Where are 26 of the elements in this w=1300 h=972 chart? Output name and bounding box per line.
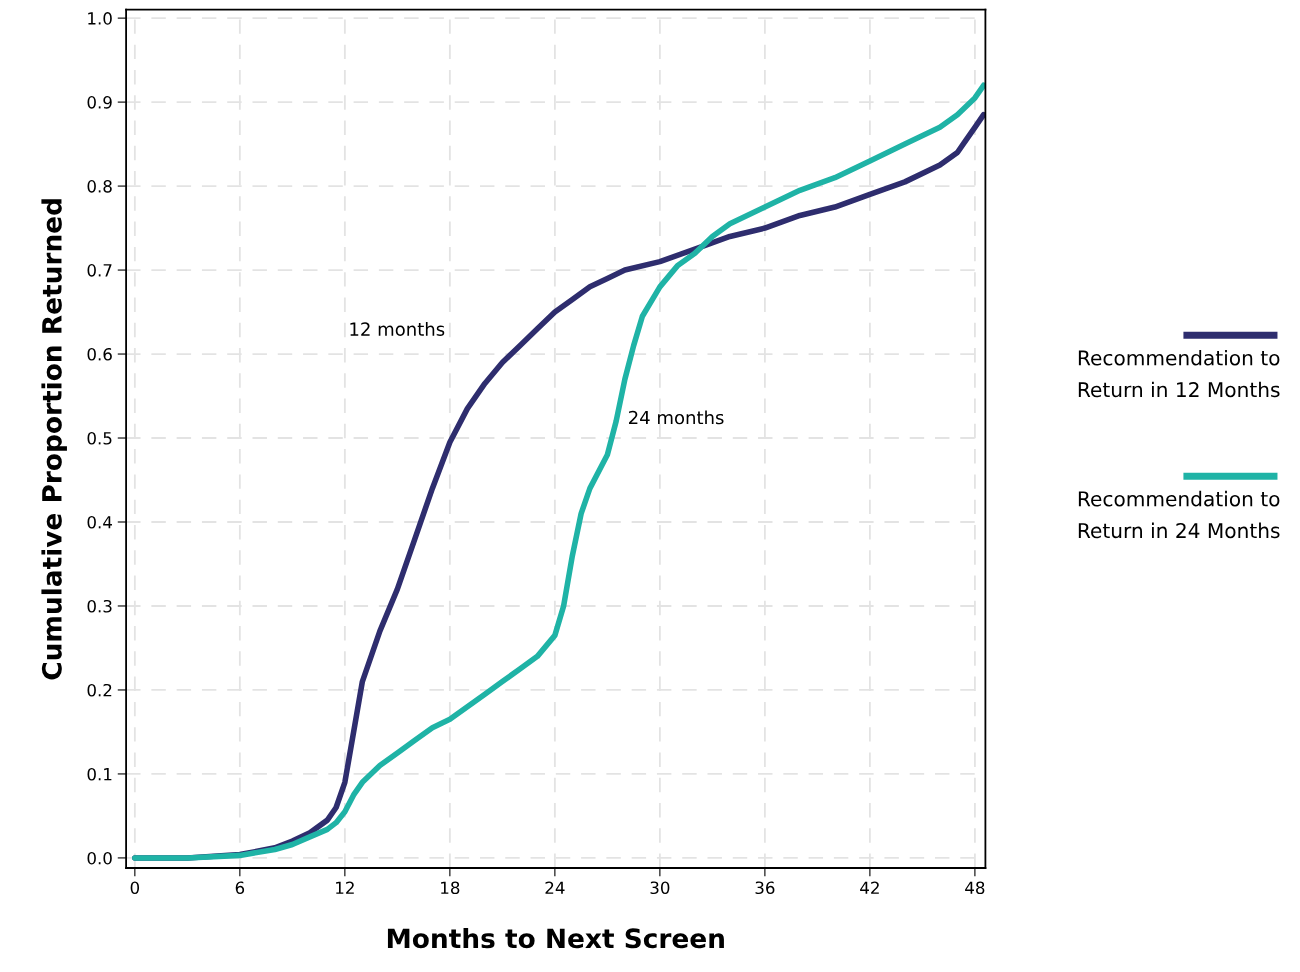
x-tick-label: 30	[650, 881, 670, 895]
annotation: 24 months	[629, 410, 724, 425]
y-tick-label: 0.4	[87, 515, 112, 529]
x-tick-label: 12	[336, 881, 354, 894]
x-tick-label: 6	[235, 881, 245, 895]
y-tick-label: 0.5	[87, 431, 112, 445]
y-tick-label: 0.1	[87, 767, 112, 781]
x-tick-label: 18	[441, 881, 460, 895]
x-tick-label: 48	[965, 881, 985, 895]
x-tick-label: 0	[130, 881, 140, 895]
annotation: 12 months	[350, 321, 445, 336]
y-axis-title: Cumulative Proportion Returned	[41, 199, 67, 680]
x-tick-label: 24	[545, 881, 565, 894]
y-tick-label: 1.0	[88, 12, 112, 25]
y-tick-label: 0.2	[87, 683, 112, 697]
y-tick-label: 0.8	[87, 180, 112, 193]
y-tick-label: 0.3	[87, 599, 112, 613]
y-tick-label: 0.6	[87, 348, 112, 361]
legend-label: Recommendation to Return in 12 Months	[1078, 349, 1280, 398]
x-tick-label: 36	[755, 881, 775, 895]
x-tick-label: 42	[860, 881, 879, 894]
y-tick-label: 0.7	[87, 264, 112, 277]
y-tick-label: 0.0	[87, 851, 112, 865]
legend-label: Recommendation to Return in 24 Months	[1078, 490, 1280, 539]
y-tick-label: 0.9	[87, 96, 112, 109]
x-axis-title: Months to Next Screen	[387, 927, 724, 949]
